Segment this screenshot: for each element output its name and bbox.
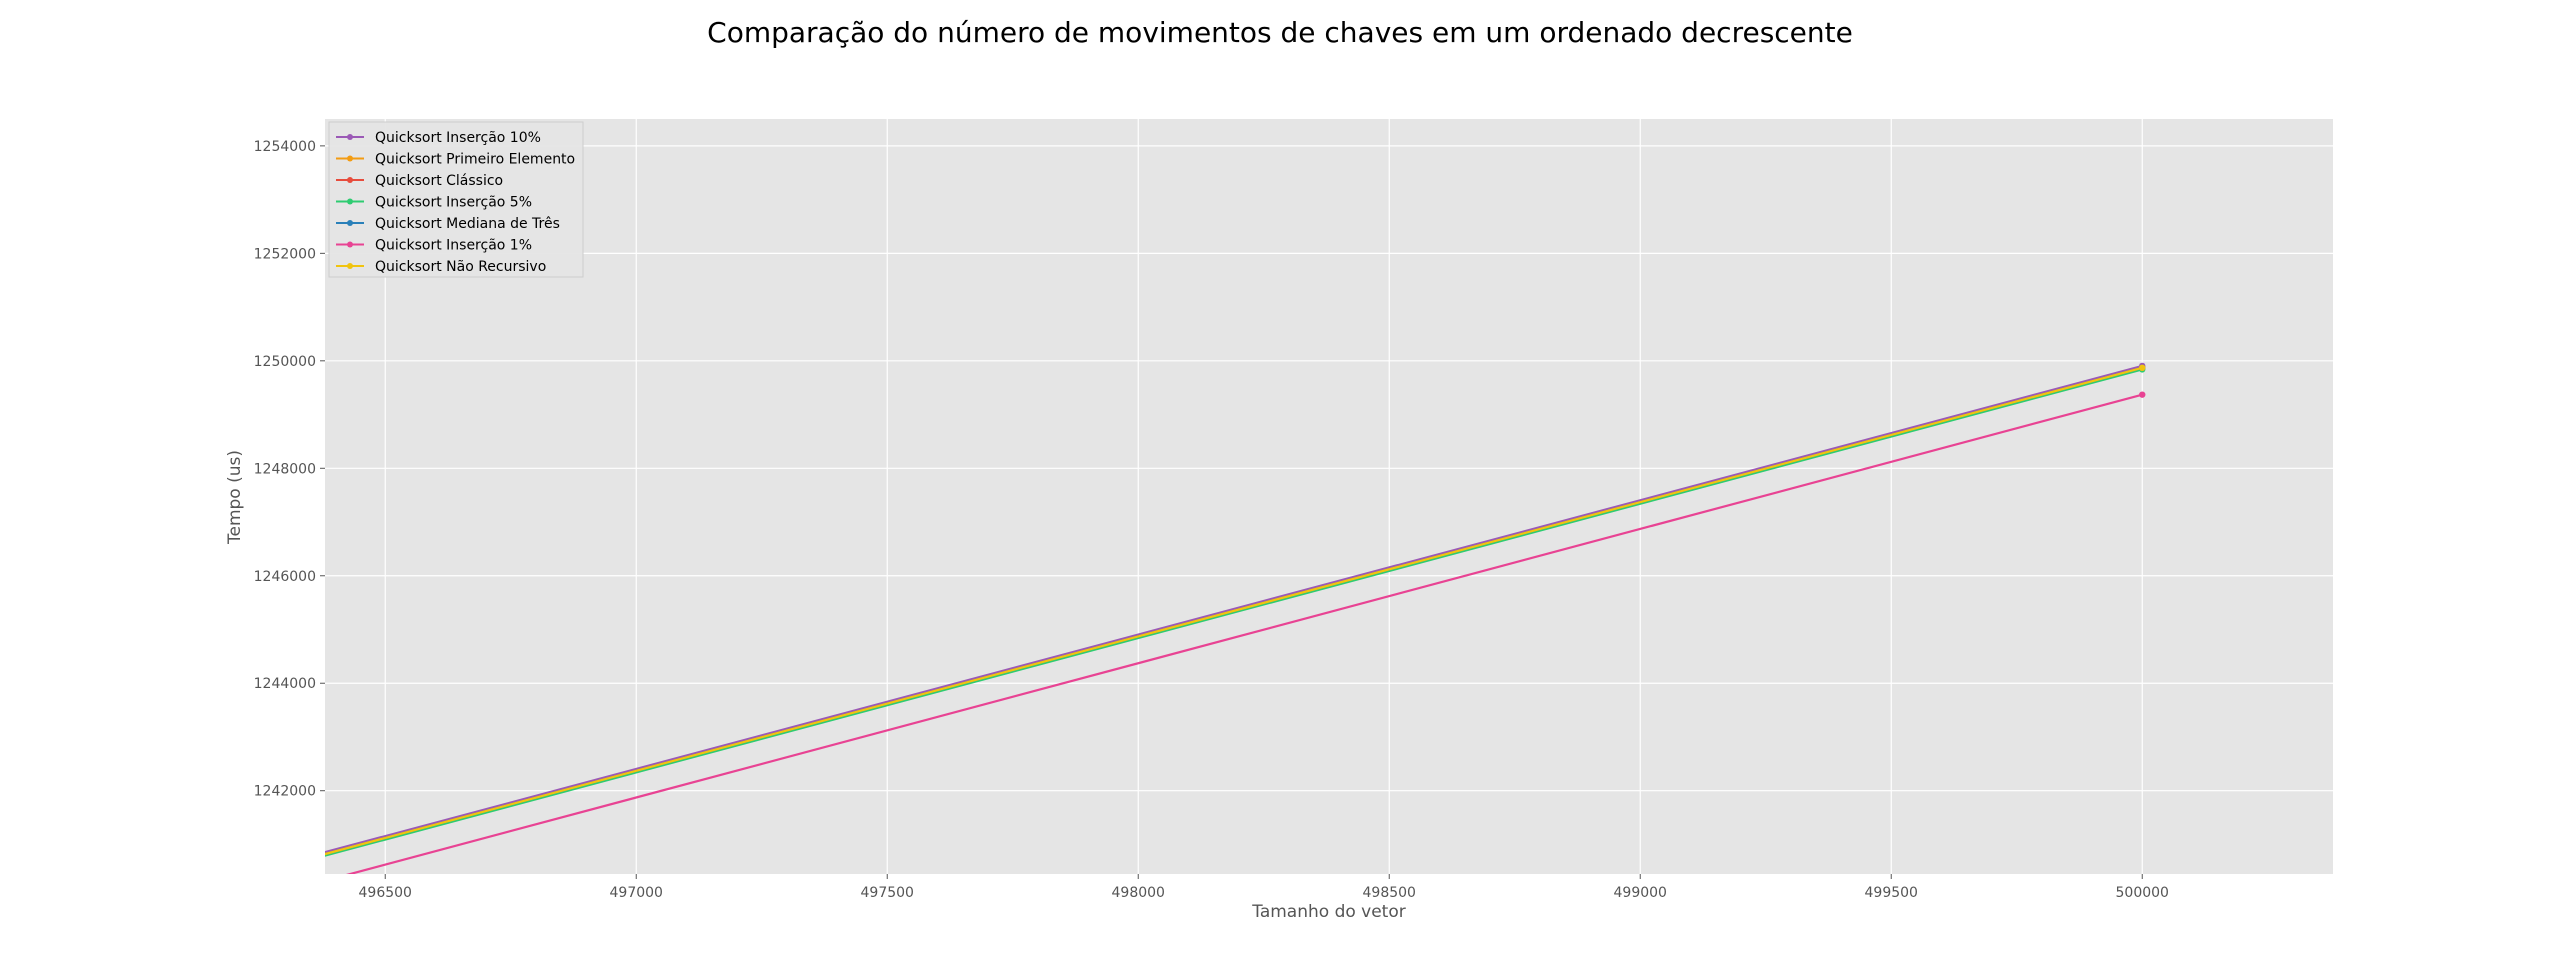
x-tick-label: 499000 — [1614, 885, 1667, 901]
data-point — [2139, 364, 2146, 372]
y-tick-label: 1248000 — [254, 461, 316, 477]
legend-label: Quicksort Clássico — [375, 173, 503, 189]
legend-label: Quicksort Inserção 10% — [375, 130, 541, 146]
y-tick-label: 1254000 — [254, 139, 316, 155]
y-tick-label: 1242000 — [254, 784, 316, 800]
chart-title: Comparação do número de movimentos de ch… — [707, 16, 1853, 49]
legend-label: Quicksort Mediana de Três — [375, 216, 560, 232]
y-tick-label: 1244000 — [254, 676, 316, 692]
legend-label: Quicksort Inserção 5% — [375, 195, 532, 211]
legend-marker — [347, 241, 353, 248]
legend-label: Quicksort Inserção 1% — [375, 238, 532, 254]
data-point — [2139, 391, 2146, 398]
legend-marker — [347, 155, 353, 162]
grid-lines — [325, 119, 2333, 874]
axis-ticks: 496500 497000 497500 498000 498500 499000 4995… — [254, 139, 2169, 901]
x-tick-label: 496500 — [359, 885, 412, 901]
x-tick-label: 497500 — [861, 885, 914, 901]
legend-marker — [347, 198, 353, 205]
legend: Quicksort Inserção 10% Quicksort Primeiro… — [328, 121, 584, 278]
legend-marker — [347, 134, 353, 140]
x-tick-label: 498000 — [1112, 885, 1165, 901]
x-tick-label: 498500 — [1363, 885, 1416, 901]
legend-marker — [347, 263, 353, 269]
legend-label: Quicksort Primeiro Elemento — [375, 152, 575, 168]
y-tick-label: 1250000 — [254, 354, 316, 370]
x-tick-label: 500000 — [2116, 885, 2169, 901]
y-tick-label: 1252000 — [254, 246, 316, 262]
legend-marker — [347, 177, 353, 183]
y-axis-label: Tempo (us) — [225, 450, 245, 545]
legend-label: Quicksort Não Recursivo — [375, 259, 546, 275]
y-tick-label: 1246000 — [254, 569, 316, 585]
legend-marker — [347, 220, 353, 226]
x-tick-label: 499500 — [1865, 885, 1918, 901]
x-tick-label: 497000 — [610, 885, 663, 901]
legend-frame — [328, 121, 584, 278]
x-axis-label: Tamanho do vetor — [1251, 902, 1406, 922]
series-lines — [325, 362, 2146, 874]
plot-area — [325, 119, 2333, 874]
